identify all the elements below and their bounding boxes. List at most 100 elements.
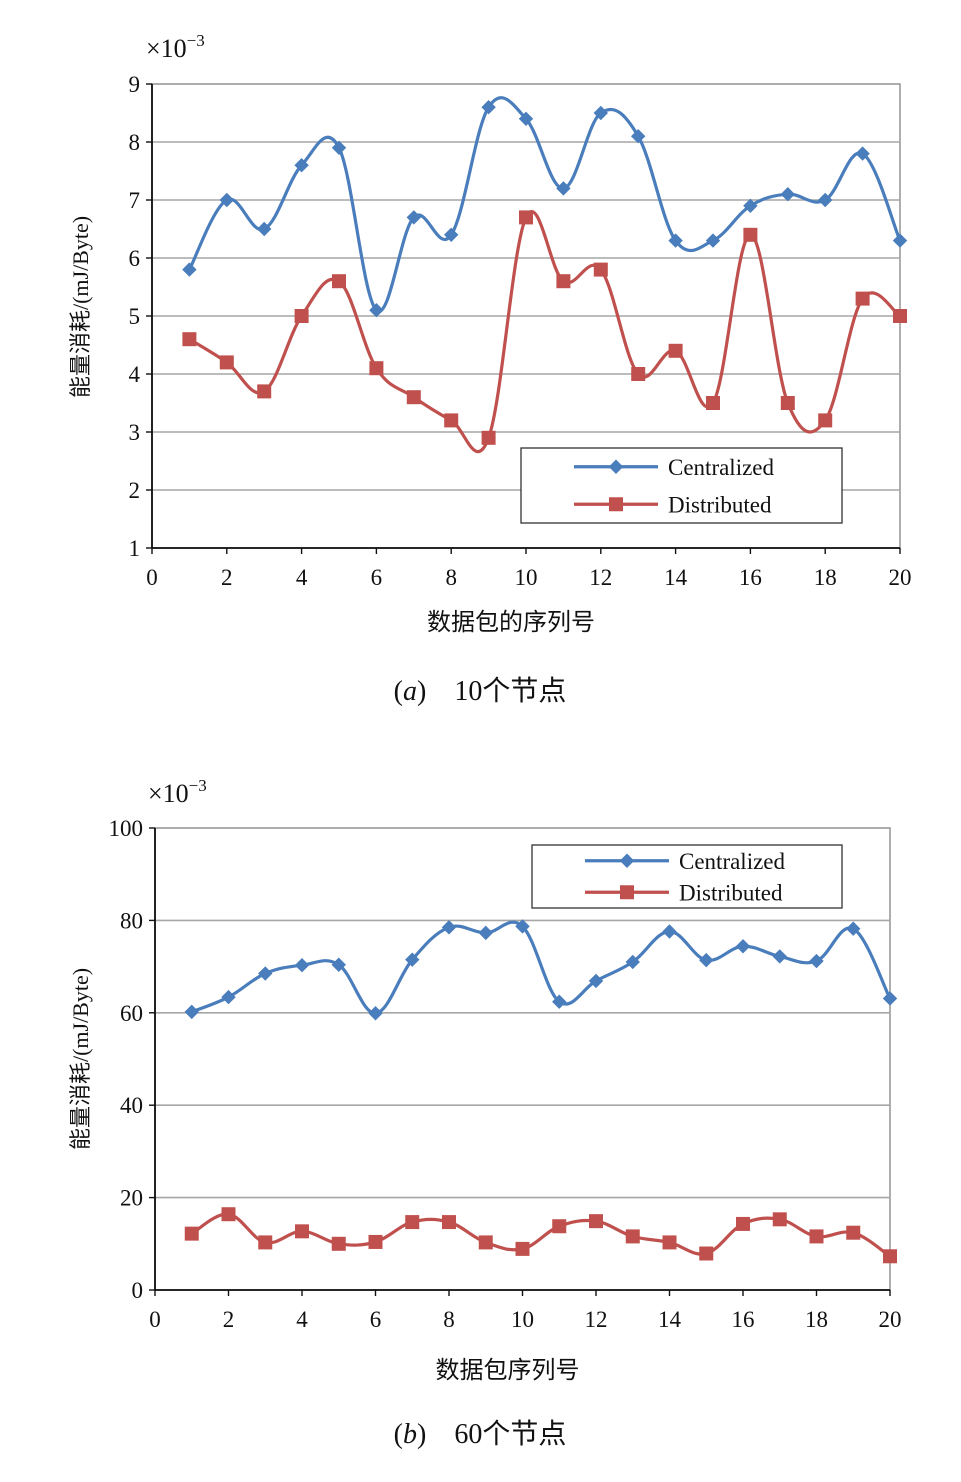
exponent-base: ×10 <box>146 34 187 63</box>
data-point <box>368 1006 383 1021</box>
figure-caption: (b) 60个节点 <box>394 1418 567 1450</box>
data-point <box>589 1214 603 1229</box>
data-point <box>809 953 824 969</box>
data-point <box>772 949 787 964</box>
y-tick-label: 20 <box>120 1186 143 1211</box>
data-point <box>817 192 833 208</box>
data-point <box>893 309 907 323</box>
x-axis-label: 数据包序列号 <box>436 1357 580 1384</box>
data-point <box>331 1236 346 1251</box>
legend-swatch-marker <box>609 497 623 512</box>
exponent-power: −3 <box>189 776 207 795</box>
data-point <box>625 1229 640 1244</box>
data-point <box>257 384 272 399</box>
data-point <box>405 952 420 967</box>
data-point <box>668 233 683 248</box>
data-point <box>478 1235 493 1250</box>
data-point <box>332 274 346 289</box>
data-point <box>705 233 721 248</box>
data-point <box>221 1207 236 1222</box>
data-point <box>552 1219 567 1234</box>
y-axis-label: 能量消耗/(mJ/Byte) <box>68 968 93 1150</box>
x-tick-label: 4 <box>296 1307 308 1332</box>
series-centralized <box>184 919 898 1021</box>
x-tick-label: 2 <box>221 565 233 590</box>
x-tick-label: 0 <box>146 565 158 590</box>
data-point <box>780 396 795 410</box>
data-point <box>882 991 898 1006</box>
x-tick-label: 10 <box>515 565 538 590</box>
data-point <box>294 157 309 173</box>
data-point <box>593 105 609 121</box>
data-point <box>593 262 608 277</box>
data-point <box>668 343 683 358</box>
data-point <box>478 925 493 941</box>
data-point <box>221 989 236 1005</box>
legend-box <box>520 447 843 524</box>
x-tick-label: 20 <box>889 565 912 590</box>
x-tick-label: 2 <box>223 1307 235 1332</box>
data-point <box>743 227 758 242</box>
y-tick-label: 80 <box>120 908 143 933</box>
data-point <box>883 1249 897 1264</box>
x-tick-label: 6 <box>371 565 383 590</box>
x-tick-label: 0 <box>149 1307 161 1332</box>
data-point <box>481 430 496 445</box>
x-tick-label: 16 <box>732 1307 755 1332</box>
data-point <box>625 954 640 970</box>
x-tick-label: 18 <box>814 565 837 590</box>
data-point <box>706 396 720 410</box>
data-point <box>481 99 496 115</box>
y-tick-label: 6 <box>129 246 141 271</box>
data-point <box>631 367 646 381</box>
legend-label: Centralized <box>668 455 775 480</box>
data-point <box>369 302 384 318</box>
data-point <box>818 413 833 428</box>
caption-letter: a <box>403 676 417 707</box>
y-tick-label: 60 <box>120 1001 143 1026</box>
legend: Centralized Distributed <box>520 447 843 524</box>
data-point <box>184 1226 199 1241</box>
y-tick-label: 40 <box>120 1093 143 1118</box>
caption-text: 10个节点 <box>454 675 566 707</box>
series-line <box>191 920 892 1015</box>
data-point <box>294 958 310 973</box>
data-point <box>662 1235 677 1250</box>
data-point <box>772 1212 787 1227</box>
x-tick-label: 20 <box>879 1307 902 1332</box>
y-axis-label: 能量消耗/(mJ/Byte) <box>68 216 93 398</box>
caption-paren-close: ) <box>417 1419 454 1450</box>
data-point <box>780 186 796 202</box>
x-tick-label: 8 <box>445 565 457 590</box>
x-tick-label: 4 <box>296 565 308 590</box>
data-point <box>515 1241 530 1256</box>
data-point <box>519 210 533 225</box>
data-point <box>256 221 272 237</box>
y-tick-label: 9 <box>129 72 141 97</box>
data-point <box>518 111 534 127</box>
data-point <box>855 146 870 161</box>
series-line <box>187 96 902 313</box>
data-point <box>368 1234 383 1249</box>
legend: Centralized Distributed <box>531 844 843 909</box>
caption-text: 60个节点 <box>454 1418 566 1450</box>
data-point <box>442 1215 456 1230</box>
x-tick-label: 6 <box>370 1307 382 1332</box>
data-point <box>258 966 273 981</box>
data-point <box>369 361 384 376</box>
y-tick-label: 1 <box>129 536 141 561</box>
legend-swatch-marker <box>608 459 624 474</box>
data-point <box>743 198 758 214</box>
data-point <box>219 355 234 370</box>
x-tick-label: 10 <box>511 1307 534 1332</box>
data-point <box>405 1215 420 1230</box>
data-point <box>699 1246 714 1261</box>
legend-label: Centralized <box>679 849 786 874</box>
y-tick-label: 7 <box>129 188 141 213</box>
series-distributed <box>184 1207 897 1264</box>
y-tick-label: 4 <box>129 362 141 387</box>
data-point <box>846 1225 861 1240</box>
data-point <box>444 413 459 428</box>
